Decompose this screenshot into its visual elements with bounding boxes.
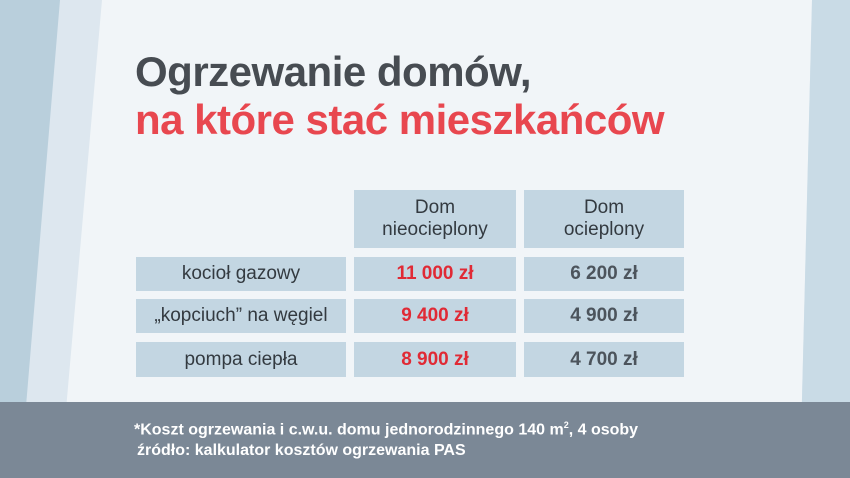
footnote: *Koszt ogrzewania i c.w.u. domu jednorod…	[134, 420, 638, 439]
title-line-2: na które stać mieszkańców	[135, 96, 665, 143]
source-note: źródło: kalkulator kosztów ogrzewania PA…	[137, 442, 466, 459]
header-insulated: Dom ocieplony	[524, 190, 684, 248]
footnote-text-end: , 4 osoby	[568, 421, 639, 439]
header-uninsulated: Dom nieocieplony	[354, 190, 516, 248]
value-uninsulated: 11 000 zł	[354, 257, 516, 291]
header-text: nieocieplony	[382, 219, 488, 240]
value-insulated: 4 900 zł	[524, 299, 684, 333]
row-label: pompa ciepła	[136, 342, 346, 377]
value-uninsulated: 9 400 zł	[354, 299, 516, 333]
footnote-superscript: 2	[563, 420, 569, 430]
value-uninsulated: 8 900 zł	[354, 342, 516, 377]
value-insulated: 4 700 zł	[524, 342, 684, 377]
footnote-text: *Koszt ogrzewania i c.w.u. domu jednorod…	[134, 421, 564, 439]
row-label: kocioł gazowy	[136, 257, 346, 291]
header-text: Dom	[583, 197, 625, 218]
value-insulated: 6 200 zł	[524, 257, 684, 291]
title-line-1: Ogrzewanie domów,	[135, 48, 532, 95]
header-text: ocieplony	[563, 219, 645, 240]
footer-band	[0, 402, 850, 478]
header-text: Dom	[414, 197, 456, 218]
row-label: „kopciuch” na węgiel	[136, 299, 346, 333]
